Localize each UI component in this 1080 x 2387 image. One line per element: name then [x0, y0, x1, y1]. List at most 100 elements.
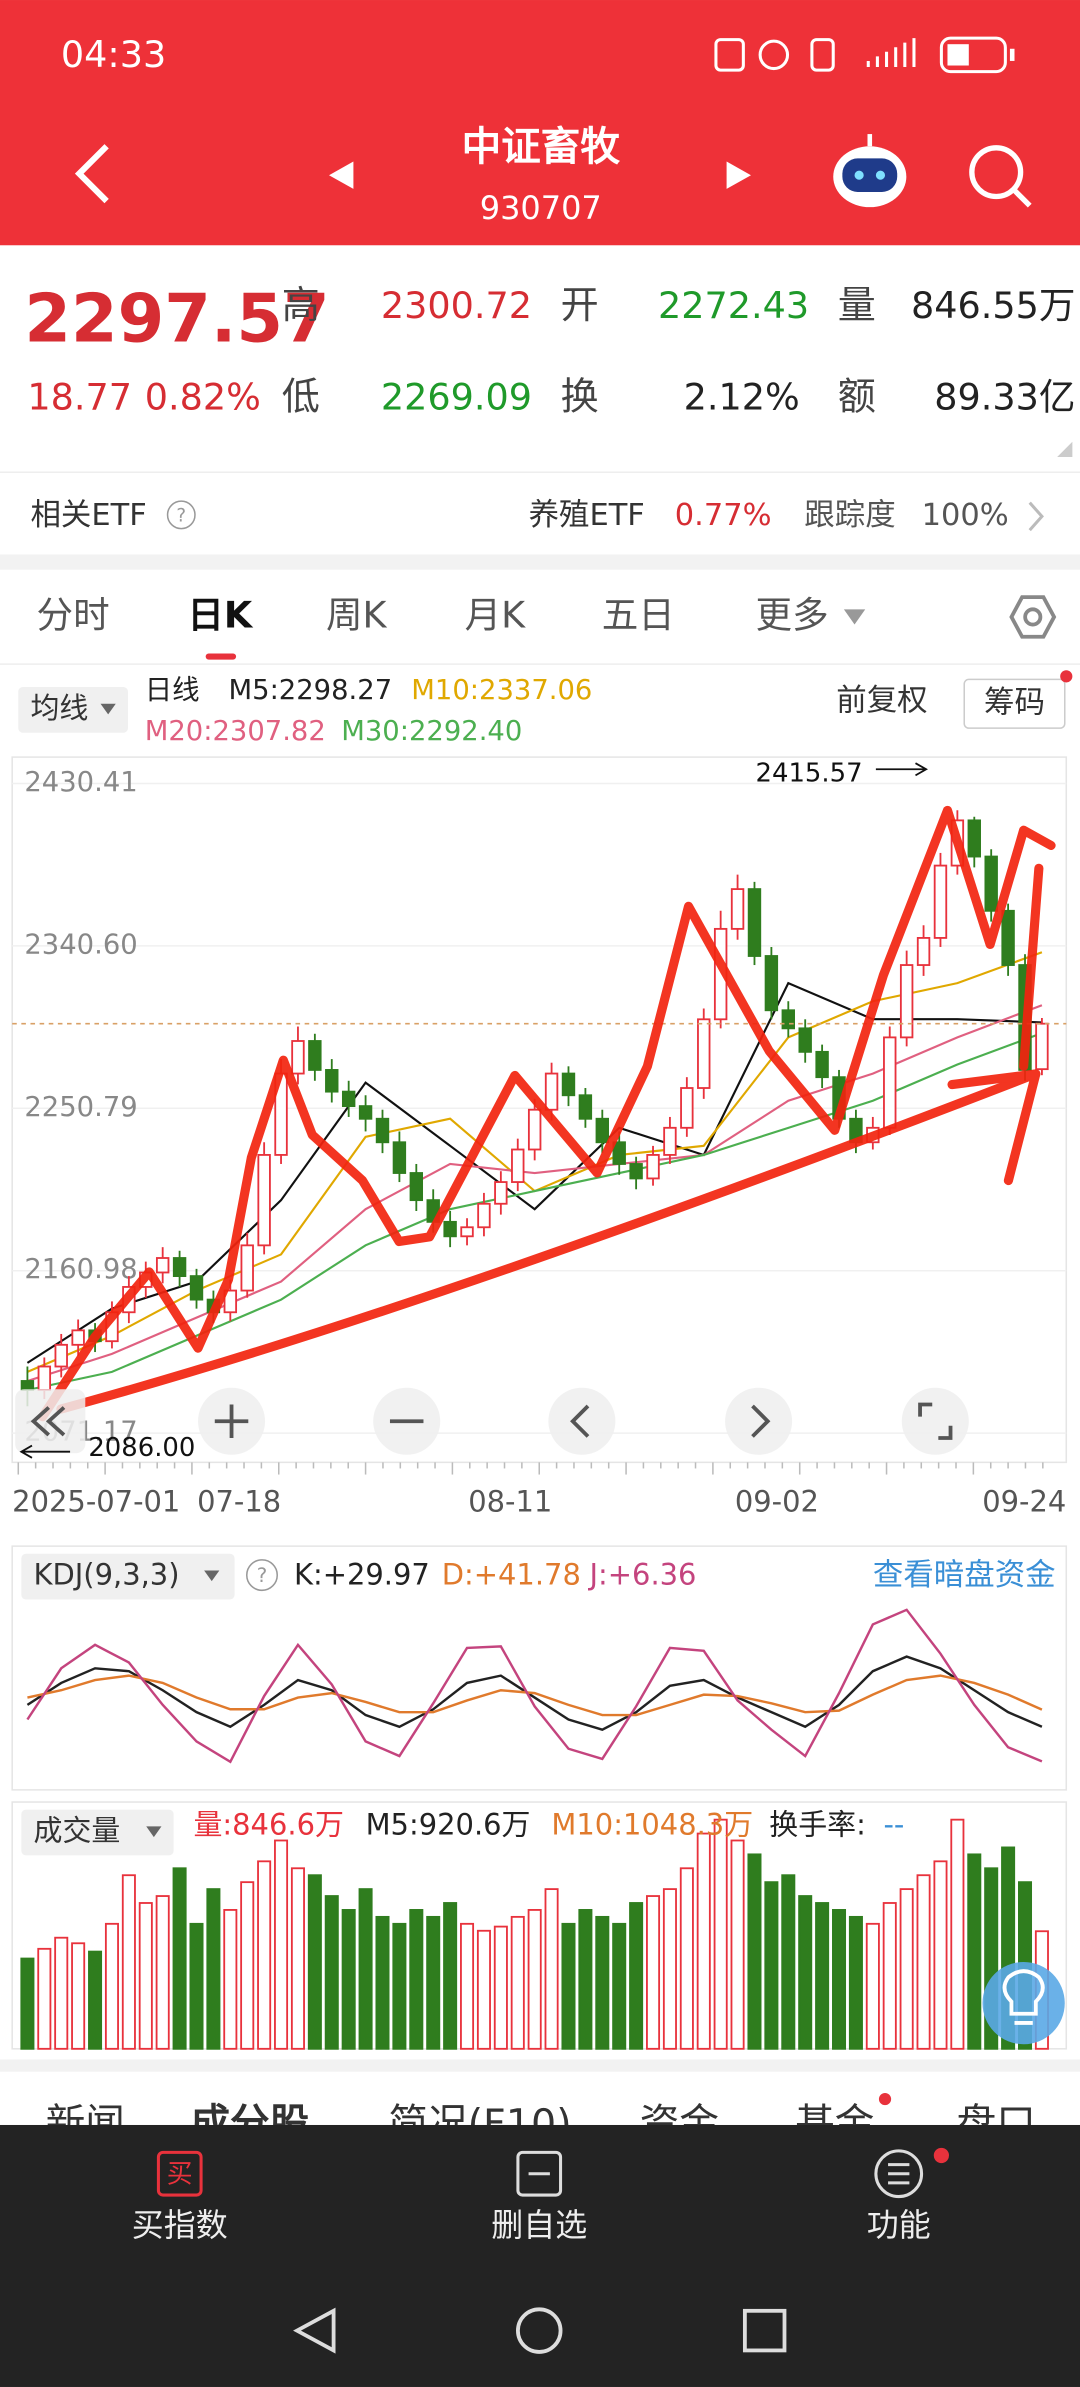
- volume-bar: [527, 1909, 542, 2050]
- tab[interactable]: 月K: [465, 593, 527, 636]
- volume-bar: [967, 1853, 982, 2050]
- x-tick-label: 07-18: [197, 1484, 281, 1518]
- adjust-label[interactable]: 前复权: [836, 684, 927, 719]
- buy-icon-label: 买: [167, 2160, 193, 2190]
- volume-bar: [916, 1874, 931, 2050]
- zoom-button[interactable]: [548, 1387, 616, 1455]
- max-label: 2415.57: [756, 758, 863, 788]
- volume-title: 成交量: [34, 1814, 121, 1848]
- volume-bar: [155, 1895, 170, 2050]
- kdj-button[interactable]: [21, 1553, 235, 1600]
- volume-bar: [832, 1909, 847, 2050]
- volume-bar: [341, 1909, 356, 2050]
- kdj-legend: J:+6.36: [588, 1558, 697, 1592]
- min-arrow: [19, 1444, 71, 1459]
- volume-bar: [138, 1902, 153, 2050]
- button-icon: [918, 1402, 953, 1440]
- volume-bar: [460, 1922, 475, 2050]
- candle-body: [409, 1172, 424, 1202]
- chips-label: 筹码: [984, 685, 1045, 720]
- volume-bar: [815, 1902, 830, 2050]
- field-value: 2.12%: [684, 376, 800, 419]
- tracking-label: 跟踪度: [804, 498, 895, 533]
- candle-body: [984, 855, 998, 912]
- tab[interactable]: 分时: [37, 593, 110, 636]
- kdj-frame: [11, 1545, 1068, 1791]
- caret: [146, 1826, 162, 1838]
- max-arrow: [875, 762, 928, 777]
- candle-body: [527, 1108, 542, 1151]
- change-pct: 0.82%: [145, 376, 261, 419]
- etf-label: 相关ETF: [30, 498, 146, 533]
- header-bg: [0, 0, 1080, 246]
- help-mark: ?: [257, 1564, 268, 1587]
- ma-button[interactable]: [18, 687, 128, 733]
- nav-home[interactable]: [516, 2307, 563, 2354]
- volume-bar: [358, 1888, 373, 2050]
- volume-bar: [933, 1860, 948, 2050]
- ma-line: [27, 951, 1043, 1373]
- help-icon[interactable]: [246, 1559, 278, 1592]
- x-tick-label: 08-11: [468, 1484, 552, 1518]
- kdj-line: [26, 1655, 1043, 1732]
- volume-bar: [493, 1925, 508, 2050]
- candle-body: [37, 1365, 52, 1391]
- status-time: 04:33: [61, 33, 166, 76]
- volume-bar: [510, 1915, 525, 2050]
- button-icon: [751, 1404, 771, 1438]
- volume-bar: [848, 1915, 863, 2050]
- tab[interactable]: 日K: [187, 593, 254, 636]
- field-label: 额: [838, 375, 876, 419]
- field-label: 高: [282, 283, 320, 327]
- volume-bar: [781, 1874, 796, 2050]
- chips-button[interactable]: [963, 678, 1066, 729]
- volume-bar: [121, 1874, 136, 2050]
- volume-bar: [324, 1895, 339, 2050]
- volume-bar: [747, 1853, 762, 2050]
- volume-bar: [899, 1888, 914, 2050]
- volume-bar: [240, 1881, 255, 2050]
- tracking-value: 100%: [922, 498, 1009, 533]
- volume-bar: [865, 1922, 880, 2050]
- candle-body: [916, 937, 931, 966]
- tab[interactable]: 更多: [756, 593, 829, 636]
- help-icon[interactable]: [166, 500, 196, 530]
- candle-body: [697, 1018, 711, 1089]
- next-button[interactable]: [726, 161, 751, 189]
- watchlist-icon: [516, 2150, 563, 2197]
- settings-button[interactable]: [1009, 595, 1057, 639]
- volume-bar: [561, 1922, 576, 2050]
- candle-body: [544, 1072, 559, 1111]
- ma-button-label: 均线: [30, 691, 88, 725]
- bottom-action[interactable]: 删自选: [491, 2206, 587, 2244]
- tab[interactable]: 五日: [602, 593, 675, 636]
- volume-button[interactable]: [21, 1809, 174, 1856]
- candle-body: [680, 1087, 694, 1129]
- dark-pool-link[interactable]: 查看暗盘资金: [873, 1558, 1056, 1593]
- volume-bar: [409, 1909, 424, 2050]
- status-icons: [714, 36, 1015, 74]
- etf-name[interactable]: 养殖ETF: [529, 498, 645, 533]
- candle-body: [308, 1040, 322, 1071]
- zoom-button[interactable]: [901, 1387, 969, 1455]
- bottom-action[interactable]: 功能: [867, 2206, 931, 2244]
- nav-recent[interactable]: [742, 2308, 787, 2353]
- back-button[interactable]: [74, 144, 109, 204]
- tab[interactable]: 周K: [326, 593, 388, 636]
- button-icon: [30, 1406, 66, 1437]
- assistant-button[interactable]: [833, 134, 907, 208]
- ma-legend: M30:2292.40: [341, 716, 522, 747]
- volume-bar: [696, 1832, 711, 2050]
- badge: [933, 2147, 949, 2164]
- kdj-legend: K:+29.97: [294, 1558, 430, 1592]
- prev-button[interactable]: [329, 161, 354, 189]
- nav-back[interactable]: [293, 2307, 336, 2354]
- bottom-action[interactable]: 买指数: [132, 2206, 228, 2244]
- tips-button[interactable]: [982, 1961, 1065, 2045]
- volume-bar: [662, 1888, 677, 2050]
- x-tick-label: 09-24: [982, 1484, 1066, 1518]
- search-button[interactable]: [969, 145, 1032, 208]
- candle-body: [899, 964, 914, 1039]
- zoom-button[interactable]: [725, 1387, 793, 1455]
- volume-bar: [443, 1902, 458, 2050]
